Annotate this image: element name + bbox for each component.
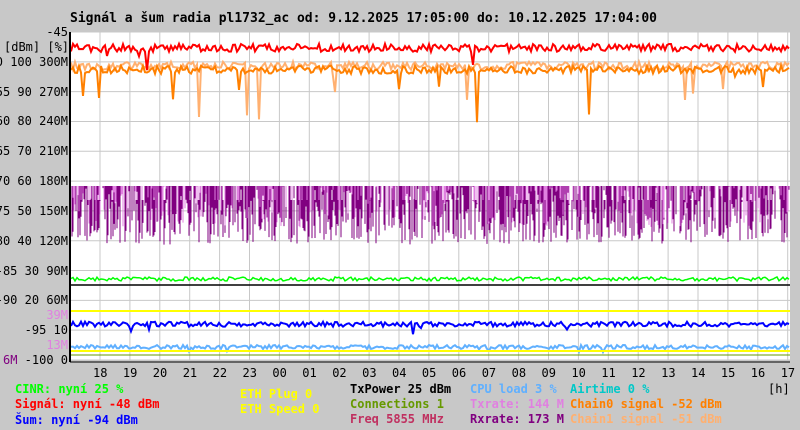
x-axis-label: [h] [768,382,790,396]
y-ticks-rate: 300M [31,54,68,69]
y-ticks-rate: 120M [31,233,68,248]
x-tick-label: 21 [182,366,198,380]
x-tick-label: 22 [212,366,228,380]
y-ticks-pct: 30 [17,263,40,278]
series-rxrate [72,200,785,245]
x-tick-label: 23 [242,366,257,380]
x-tick-label: 03 [362,366,377,380]
y-axis-label: [dBm] [%] [4,40,70,54]
y-ticks-dbm: -100 [24,353,54,367]
legend-connections: Connections 1 [350,397,444,411]
legend-eth-speed: ETH Speed 0 [240,402,320,416]
legend-txrate: Txrate: 144 M [470,397,564,411]
y-ticks-dbm: -95 [24,323,47,338]
y-ticks-dbm: -50 [0,55,3,69]
y-ticks-dbm: -85 [0,263,18,278]
rate-tick-label: 6M [3,353,18,367]
y-tick-label: -85 30 90M [0,264,68,278]
rate-tick-label: 39M [46,308,68,322]
legend-chain1: Chain1 signal -51 dBm [570,412,722,426]
y-tick-label: -80 40 120M [0,234,68,248]
legend-cinr: CINR: nyní 25 % [15,382,124,396]
y-tick-label: -60 80 240M [0,114,68,128]
y-ticks-rate: 210M [31,144,68,159]
y-ticks-dbm: -65 [0,144,11,159]
y-ticks-pct: 0 [53,353,68,367]
y-ticks-dbm: -55 [0,84,11,99]
y-tick-label: -55 90 270M [0,85,68,99]
x-tick-label: 02 [332,366,347,380]
x-tick-label: 19 [122,366,138,380]
y-tick-label: -100 0 [25,353,68,367]
y-ticks-dbm: -80 [0,233,11,248]
y-ticks-dbm: -60 [0,114,11,129]
x-tick-label: 10 [571,366,586,380]
y-ticks-rate: 150M [31,203,68,218]
x-tick-label: 04 [392,366,407,380]
legend-rxrate: Rxrate: 173 M [470,412,564,426]
x-tick-label: 14 [691,366,706,380]
y-ticks-rate: 60M [39,293,68,308]
y-tick-label: -75 50 150M [0,204,68,218]
y-ticks-pct: 80 [10,114,32,129]
y-ticks-pct: 60 [10,174,32,189]
series-txrate [72,186,789,228]
y-tick-label: -65 70 210M [0,144,68,158]
y-ticks-pct: 40 [10,233,32,248]
series--um [70,319,790,335]
y-tick-label: -50 100 300M [0,55,68,69]
legend-txpower: TxPower 25 dBm [350,382,452,396]
x-tick-label: 15 [720,366,736,380]
series-chain0-signal [70,62,790,123]
y-tick-label: -95 10 [25,323,68,337]
x-tick-label: 05 [421,366,437,380]
x-tick-label: 01 [302,366,317,380]
legend-airtime: Airtime 0 % [570,382,650,396]
x-tick-label: 07 [481,366,497,380]
y-tick-label: -70 60 180M [0,174,68,188]
y-ticks-rate: 270M [31,84,68,99]
y-tick-label: -90 20 60M [0,293,68,307]
y-ticks-pct: 10 [46,323,68,338]
y-ticks-rate: 180M [31,174,68,189]
legend-noise: Šum: nyní -94 dBm [15,413,138,427]
rate-tick-label: 13M [46,338,68,352]
x-tick-label: 08 [511,366,527,380]
x-tick-label: 00 [272,366,287,380]
legend-signal: Signál: nyní -48 dBm [15,397,160,411]
x-tick-label: 18 [93,366,108,380]
x-tick-label: 06 [451,366,467,380]
y-ticks-pct: 100 [2,54,32,69]
x-tick-label: 12 [631,366,646,380]
y-ticks-dbm: -70 [0,174,11,189]
y-ticks-dbm: -90 [0,293,18,308]
legend-freq: Freq 5855 MHz [350,412,444,426]
x-tick-label: 17 [780,366,796,380]
y-ticks-dbm: -45 [46,25,68,39]
y-ticks-rate: 90M [39,263,68,278]
series-sign-l [70,40,790,71]
y-ticks-pct: 20 [17,293,40,308]
y-ticks-dbm: -75 [0,203,11,218]
y-ticks-pct: 70 [10,144,32,159]
y-ticks-pct: 90 [10,84,32,99]
x-tick-label: 11 [601,366,616,380]
legend-chain0: Chain0 signal -52 dBm [570,397,722,411]
legend-cpu: CPU load 3 % [470,382,557,396]
legend-eth-plug: ETH Plug 0 [240,387,313,401]
series-chain1-signal [70,58,790,120]
series-cpu-load [70,342,790,355]
chart-title: Signál a šum radia pl1732_ac od: 9.12.20… [70,11,657,26]
x-tick-label: 16 [750,366,766,380]
y-ticks-pct: 50 [10,203,32,218]
x-tick-label: 13 [661,366,676,380]
x-tick-label: 09 [541,366,556,380]
y-tick-label: -45 [46,25,68,39]
series-cinr [70,275,790,283]
y-ticks-rate: 240M [31,114,68,129]
x-tick-label: 20 [152,366,168,380]
